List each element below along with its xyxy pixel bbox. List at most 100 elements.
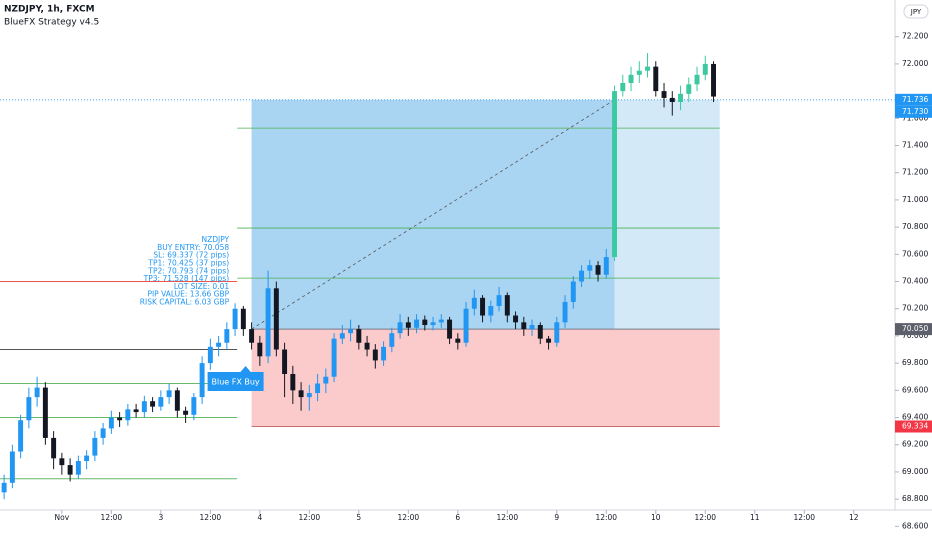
y-tick-label: 71.400 bbox=[902, 141, 928, 150]
price-tag bbox=[895, 93, 932, 106]
candle-body bbox=[463, 308, 469, 343]
candle-body bbox=[389, 333, 395, 347]
candle-body bbox=[372, 349, 378, 361]
price-tag-label: 71.730 bbox=[902, 107, 928, 116]
candle-body bbox=[669, 97, 675, 102]
candle-body bbox=[117, 417, 123, 421]
candle-body bbox=[405, 322, 411, 328]
candle-body bbox=[84, 455, 90, 462]
y-tick-label: 72.200 bbox=[902, 32, 928, 41]
candle-body bbox=[9, 451, 15, 483]
candle-body bbox=[628, 74, 634, 83]
plot-area bbox=[0, 53, 895, 500]
candle-body bbox=[100, 428, 106, 438]
candle-body bbox=[661, 91, 667, 98]
y-tick-label: 70.000 bbox=[902, 331, 928, 340]
candle-body bbox=[265, 288, 271, 357]
y-tick-label: 71.000 bbox=[902, 195, 928, 204]
x-tick-label: 12:00 bbox=[694, 513, 716, 522]
candle-body bbox=[480, 297, 486, 316]
candle-body bbox=[191, 397, 197, 415]
candle-body bbox=[34, 387, 40, 398]
candle-body bbox=[315, 383, 321, 394]
candle-body bbox=[42, 387, 48, 438]
candle-body bbox=[529, 325, 535, 330]
x-tick-label: 9 bbox=[554, 513, 559, 522]
y-tick-label: 70.200 bbox=[902, 304, 928, 313]
candle-body bbox=[216, 342, 222, 347]
candle-body bbox=[513, 315, 519, 323]
y-tick-label: 68.600 bbox=[902, 521, 928, 530]
candle-body bbox=[653, 66, 659, 92]
candle-body bbox=[224, 329, 230, 343]
candle-body bbox=[331, 338, 337, 377]
info-line: SL: 69.337 (72 pips) bbox=[153, 251, 229, 260]
candle-body bbox=[108, 417, 114, 429]
candle-body bbox=[51, 437, 57, 459]
candle-body bbox=[504, 295, 510, 316]
candle-body bbox=[67, 465, 73, 475]
profit-zone bbox=[251, 99, 615, 330]
candle-body bbox=[471, 297, 477, 309]
candle-body bbox=[645, 66, 651, 71]
currency-label[interactable]: JPY bbox=[910, 8, 922, 16]
candle-body bbox=[686, 84, 692, 94]
candle-body bbox=[249, 329, 255, 343]
x-tick-label: 12 bbox=[849, 513, 859, 522]
y-tick-label: 69.200 bbox=[902, 440, 928, 449]
candle-body bbox=[306, 393, 312, 398]
candle-body bbox=[587, 265, 593, 271]
candle-body bbox=[323, 376, 329, 384]
y-tick-label: 68.800 bbox=[902, 494, 928, 503]
candle-body bbox=[455, 338, 461, 343]
y-tick-label: 69.800 bbox=[902, 358, 928, 367]
x-tick-label: 12:00 bbox=[496, 513, 518, 522]
candle-body bbox=[702, 63, 708, 75]
y-tick-label: 71.200 bbox=[902, 168, 928, 177]
candle-body bbox=[694, 74, 700, 85]
candle-body bbox=[579, 270, 585, 282]
candle-body bbox=[496, 295, 502, 306]
candle-body bbox=[570, 281, 576, 302]
candle-body bbox=[546, 338, 552, 343]
candle-body bbox=[232, 308, 238, 330]
candle-body bbox=[18, 420, 24, 452]
y-tick-label: 69.600 bbox=[902, 385, 928, 394]
candle-body bbox=[620, 82, 626, 92]
price-tag bbox=[895, 105, 932, 118]
candle-body bbox=[381, 346, 387, 361]
x-tick-label: 11 bbox=[750, 513, 760, 522]
candle-body bbox=[430, 322, 436, 326]
y-tick-label: 69.000 bbox=[902, 467, 928, 476]
currency-button[interactable] bbox=[903, 4, 929, 19]
candle-body bbox=[257, 342, 263, 357]
candle-body bbox=[133, 409, 139, 413]
candle-body bbox=[273, 288, 279, 350]
price-tag-label: 71.736 bbox=[902, 95, 928, 104]
candle-body bbox=[521, 322, 527, 330]
candle-body bbox=[75, 461, 81, 475]
info-line: BUY ENTRY: 70.058 bbox=[157, 243, 229, 252]
price-tag-label: 69.334 bbox=[902, 421, 928, 430]
candle-body bbox=[612, 91, 618, 258]
info-line: TP3: 71.528 (147 pips) bbox=[143, 274, 230, 283]
x-tick-label: 4 bbox=[257, 513, 262, 522]
chart-title: NZDJPY, 1h, FXCM bbox=[4, 5, 95, 15]
y-tick-label: 70.400 bbox=[902, 277, 928, 286]
price-tag bbox=[895, 323, 932, 336]
y-tick-label: 70.800 bbox=[902, 222, 928, 231]
candle-body bbox=[166, 390, 172, 398]
candle-body bbox=[603, 257, 609, 275]
candle-body bbox=[488, 306, 494, 316]
candle-body bbox=[356, 329, 362, 343]
signal-label: Blue FX Buy bbox=[212, 378, 260, 387]
candle-body bbox=[141, 401, 147, 413]
signal-arrow bbox=[239, 366, 252, 373]
loss-zone bbox=[251, 329, 720, 427]
price-tag-label: 70.050 bbox=[902, 324, 928, 333]
candle-body bbox=[183, 410, 189, 415]
candle-body bbox=[348, 329, 354, 334]
candle-body bbox=[174, 390, 180, 411]
profit-zone-after bbox=[614, 99, 720, 330]
